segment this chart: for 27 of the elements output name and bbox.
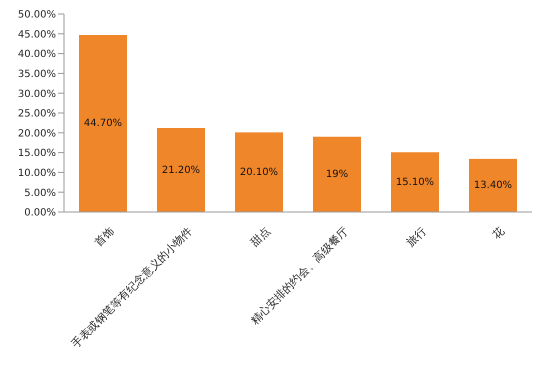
y-tick-label: 35.00% <box>18 68 56 80</box>
bar <box>469 158 517 212</box>
x-tick-label: 首饰 <box>92 224 117 250</box>
bar <box>313 136 361 212</box>
y-tick-label: 10.00% <box>18 168 56 179</box>
bar <box>391 152 439 212</box>
bar <box>235 132 283 212</box>
y-tick-label: 20.00% <box>18 128 56 140</box>
x-tick-label: 甜点 <box>248 224 273 250</box>
bar <box>79 34 127 212</box>
data-label: 44.70% <box>84 118 122 130</box>
y-tick-label: 0.00% <box>24 208 56 219</box>
x-tick-label: 旅行 <box>404 224 429 250</box>
y-tick-label: 25.00% <box>18 108 56 120</box>
data-label: 20.10% <box>240 166 278 178</box>
x-tick-label: 花 <box>490 224 507 242</box>
y-tick-label: 50.00% <box>18 10 56 21</box>
y-tick-label: 45.00% <box>18 29 56 40</box>
bar <box>157 128 205 212</box>
data-label: 21.20% <box>162 164 200 176</box>
data-label: 19% <box>326 169 348 180</box>
y-tick-label: 5.00% <box>24 188 56 199</box>
data-label: 15.10% <box>396 176 434 188</box>
y-tick-label: 40.00% <box>18 49 56 60</box>
y-tick-label: 30.00% <box>18 88 56 100</box>
y-tick-label: 15.00% <box>18 148 56 160</box>
data-label: 13.40% <box>474 180 512 192</box>
